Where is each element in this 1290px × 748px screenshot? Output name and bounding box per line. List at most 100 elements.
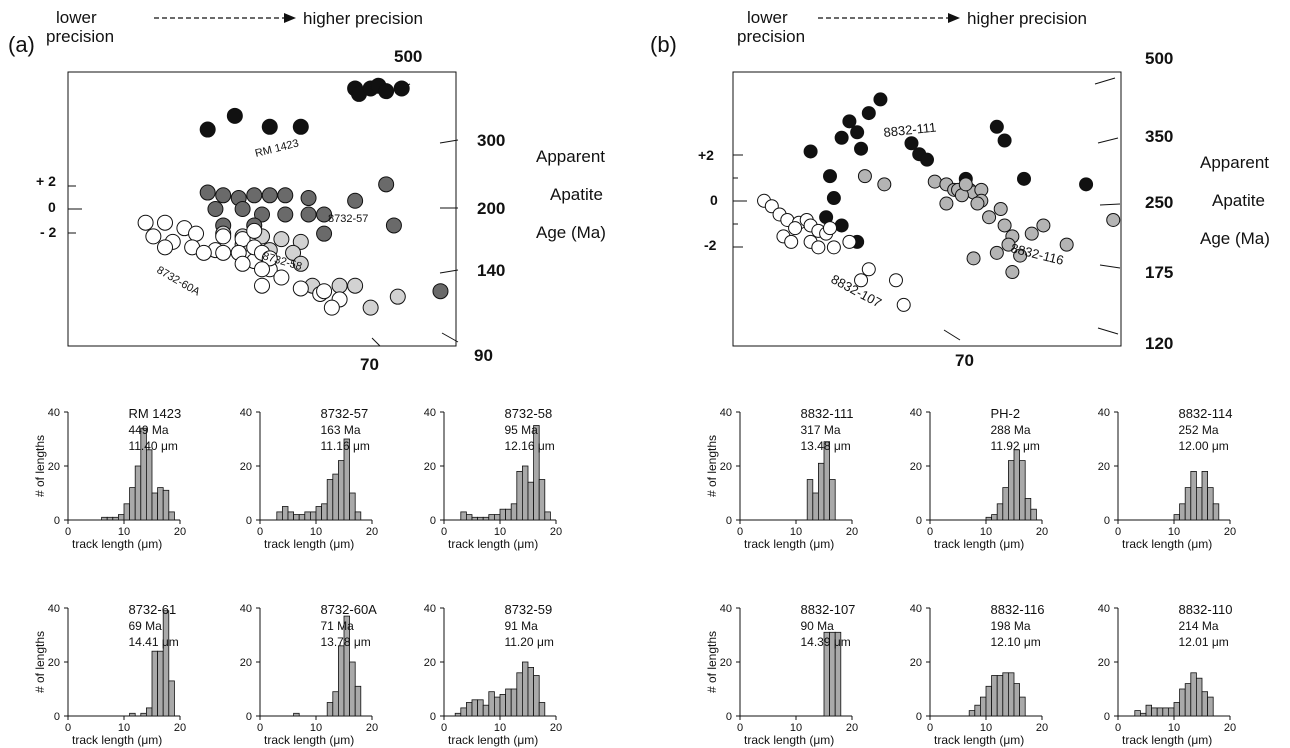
histogram-bar [321, 503, 328, 521]
x-tick-label: 20 [846, 722, 858, 734]
z-tick-a-0: 0 [48, 199, 56, 215]
y-tick-label: 0 [1104, 515, 1110, 527]
scatter-point-b-s0-8 [854, 141, 869, 156]
y-tick-label: 40 [910, 407, 922, 419]
y-tick-label: 20 [48, 657, 60, 669]
histogram-age: 198 Ma [990, 619, 1030, 633]
histogram-bar [1207, 487, 1214, 521]
histogram-bar [1030, 508, 1037, 521]
x-tick-label: 10 [1168, 722, 1180, 734]
histogram-b-4: 0 20 40 0 10 20 track length (μm) 8832-116 198 M… [910, 602, 1048, 747]
axis-label-b-3: Age (Ma) [1200, 229, 1270, 248]
x-axis-label: track length (μm) [448, 733, 538, 747]
histogram-a-0: 0 20 40 0 10 20 track length (μm) # of lengths R… [33, 406, 186, 551]
scatter-point-a-s1-4 [261, 187, 278, 204]
histogram-bar [1008, 460, 1015, 521]
scatter-point-a-s1-6 [300, 190, 317, 207]
age-axis-b [943, 77, 1121, 341]
histogram-mean: 11.92 μm [990, 439, 1039, 453]
x-tick-label: 10 [980, 722, 992, 734]
histogram-bar [996, 675, 1004, 717]
histogram-bar [1008, 672, 1015, 717]
x-tick-label: 0 [441, 722, 447, 734]
scatter-point-b-s2-20 [842, 234, 857, 249]
age-tick-b-175: 175 [1145, 263, 1173, 282]
histogram-bar [991, 675, 998, 717]
age-axis-a [371, 83, 459, 347]
histogram-age: 71 Ma [320, 619, 354, 633]
histogram-bar [985, 685, 992, 717]
histogram-bar [974, 704, 981, 717]
y-tick-label: 20 [424, 461, 436, 473]
axis-label-a-2: Apatite [550, 185, 603, 204]
annotation-8732-60A: 8732-60A [155, 264, 203, 299]
x-tick-label: 20 [1224, 526, 1236, 538]
age-tick-a-70: 70 [360, 355, 379, 374]
scatter-point-a-s3-19 [234, 255, 251, 272]
axis-label-b-2: Apatite [1212, 191, 1265, 210]
y-tick-label: 0 [916, 711, 922, 723]
histogram-bar [527, 667, 534, 717]
scatter-point-b-s0-11 [920, 152, 934, 167]
precision-arrowhead-a [284, 13, 296, 23]
histogram-bar [145, 707, 153, 717]
x-tick-label: 20 [1036, 526, 1048, 538]
histogram-bar [533, 675, 540, 717]
y-tick-label: 40 [424, 603, 436, 615]
y-tick-label: 0 [430, 711, 436, 723]
histogram-bar [162, 489, 170, 521]
histogram-bar [298, 514, 306, 521]
histogram-bar [488, 514, 495, 521]
histogram-bar [1002, 672, 1009, 717]
age-tick-a-200: 200 [477, 199, 505, 218]
age-tick-b-70: 70 [955, 351, 974, 370]
histogram-bar [806, 479, 814, 521]
scatter-point-b-s1-25 [1013, 248, 1028, 263]
y-tick-label: 0 [916, 515, 922, 527]
z-tick-b-0: 0 [710, 192, 718, 208]
histogram-name: 8732-61 [128, 602, 176, 617]
scatter-point-b-s1-2 [927, 174, 942, 189]
histogram-bar [538, 702, 546, 717]
histogram-b-5: 0 20 40 0 10 20 track length (μm) 8832-110 214 M… [1098, 602, 1236, 747]
histogram-bar [129, 712, 136, 717]
histogram-bar [293, 712, 300, 717]
scatter-point-a-s3-17 [261, 250, 278, 267]
radial-scatter-b [757, 92, 1121, 312]
scatter-point-a-s0-9 [226, 107, 243, 124]
scatter-point-a-s3-28 [157, 239, 173, 256]
histogram-bar [812, 492, 819, 521]
histogram-bar [510, 688, 518, 717]
histogram-bar [1145, 704, 1152, 717]
scatter-point-a-s3-6 [246, 222, 263, 239]
x-tick-label: 0 [65, 722, 71, 734]
histogram-bar [101, 516, 108, 521]
scatter-point-b-s1-12 [993, 202, 1008, 216]
y-tick-label: 0 [54, 711, 60, 723]
scatter-point-b-s1-20 [1036, 218, 1051, 233]
histogram-bar [276, 511, 283, 521]
scatter-point-a-s2-3 [273, 231, 290, 248]
histogram-a-4: 0 20 40 0 10 20 track length (μm) 8732-60A 71 Ma… [240, 602, 378, 747]
scatter-point-b-s0-5 [850, 125, 865, 140]
scatter-point-a-s3-26 [316, 283, 333, 300]
z-scale-a [67, 185, 82, 234]
histogram-age: 252 Ma [1178, 423, 1218, 437]
histogram-bar [460, 511, 467, 521]
histogram-bar [134, 465, 142, 521]
y-tick-label: 20 [424, 657, 436, 669]
z-tick-a-minus2: - 2 [40, 224, 57, 240]
scatter-point-b-s1-23 [1059, 237, 1074, 252]
age-tick-a-140: 140 [477, 261, 505, 280]
scatter-point-b-s0-1 [823, 169, 837, 184]
histogram-bar [145, 449, 153, 521]
scatter-point-a-s1-7 [207, 201, 224, 217]
y-tick-label: 0 [430, 515, 436, 527]
annotation-8732-57: 8732-57 [328, 213, 368, 225]
histogram-bar [505, 508, 512, 521]
histogram-bar [118, 514, 125, 521]
x-axis-label: track length (μm) [264, 733, 354, 747]
histogram-bar [1019, 460, 1026, 521]
histogram-bar [1190, 470, 1197, 521]
histogram-bar [522, 661, 529, 717]
